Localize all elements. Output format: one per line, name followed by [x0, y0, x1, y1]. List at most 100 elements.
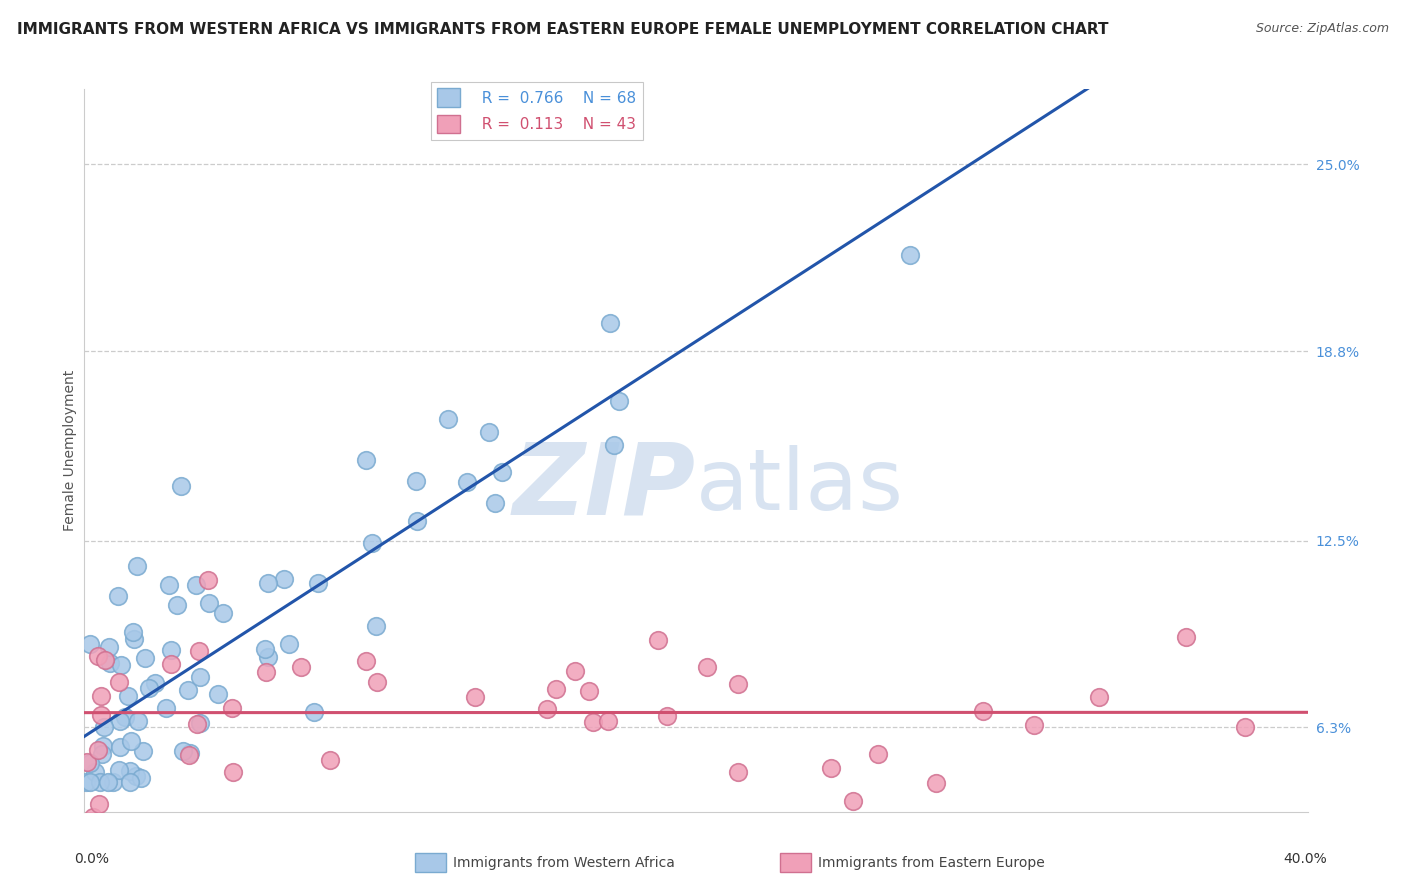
Point — [596, 714, 619, 729]
Point — [129, 771, 152, 785]
Point — [898, 248, 921, 262]
Point — [76, 756, 98, 770]
Point — [94, 652, 117, 666]
Point — [160, 643, 183, 657]
Point — [603, 438, 626, 452]
Point — [820, 761, 842, 775]
Point — [187, 644, 209, 658]
Point — [120, 764, 142, 778]
Point — [101, 774, 124, 789]
Point — [155, 701, 177, 715]
Point — [107, 589, 129, 603]
Point — [318, 753, 340, 767]
Text: Immigrants from Eastern Europe: Immigrants from Eastern Europe — [818, 855, 1045, 870]
Text: ZIP: ZIP — [513, 438, 696, 535]
Point — [256, 649, 278, 664]
Point — [89, 774, 111, 789]
Point — [82, 810, 104, 824]
Point — [122, 632, 145, 646]
Point — [307, 576, 329, 591]
Point — [254, 665, 277, 679]
Text: Immigrants from Western Africa: Immigrants from Western Africa — [453, 855, 675, 870]
Point — [170, 479, 193, 493]
Point — [366, 618, 388, 632]
Point — [599, 316, 621, 330]
Point — [354, 654, 377, 668]
Point — [79, 756, 101, 771]
Point — [1022, 718, 1045, 732]
Point — [290, 660, 312, 674]
Point — [647, 633, 669, 648]
Point — [172, 744, 194, 758]
Point — [120, 734, 142, 748]
Point — [75, 774, 97, 789]
Point — [842, 794, 865, 808]
Point — [125, 769, 148, 783]
Point — [108, 764, 131, 778]
Point — [114, 709, 136, 723]
Point — [360, 536, 382, 550]
Point — [121, 624, 143, 639]
Point — [87, 649, 110, 664]
Point — [302, 705, 325, 719]
Point — [160, 657, 183, 671]
Point — [456, 475, 478, 489]
Point — [727, 765, 749, 780]
Point — [79, 637, 101, 651]
Point — [190, 715, 212, 730]
Point — [98, 640, 121, 654]
Point — [79, 814, 101, 828]
Point — [478, 425, 501, 439]
Point — [405, 514, 427, 528]
Point — [84, 764, 107, 779]
Point — [207, 687, 229, 701]
Point — [110, 658, 132, 673]
Point — [696, 660, 718, 674]
Point — [98, 657, 121, 671]
Point — [176, 683, 198, 698]
Point — [157, 578, 180, 592]
Point — [108, 714, 131, 728]
Point — [198, 596, 221, 610]
Y-axis label: Female Unemployment: Female Unemployment — [63, 370, 77, 531]
Point — [97, 774, 120, 789]
Point — [1233, 720, 1256, 734]
Point — [90, 747, 112, 761]
Text: IMMIGRANTS FROM WESTERN AFRICA VS IMMIGRANTS FROM EASTERN EUROPE FEMALE UNEMPLOY: IMMIGRANTS FROM WESTERN AFRICA VS IMMIGR… — [17, 22, 1108, 37]
Point — [90, 708, 112, 723]
Point — [607, 394, 630, 409]
Point — [582, 714, 605, 729]
Point — [536, 702, 558, 716]
Point — [278, 637, 301, 651]
Point — [138, 681, 160, 695]
Point — [972, 704, 994, 718]
Point — [127, 714, 149, 728]
Point — [484, 496, 506, 510]
Text: 40.0%: 40.0% — [1282, 852, 1327, 866]
Point — [564, 664, 586, 678]
Text: atlas: atlas — [696, 445, 904, 528]
Point — [186, 578, 208, 592]
Point — [91, 739, 114, 754]
Point — [578, 684, 600, 698]
Legend:   R =  0.766    N = 68,   R =  0.113    N = 43: R = 0.766 N = 68, R = 0.113 N = 43 — [432, 82, 643, 139]
Point — [257, 576, 280, 591]
Point — [117, 689, 139, 703]
Point — [727, 677, 749, 691]
Point — [108, 674, 131, 689]
Point — [120, 774, 142, 789]
Point — [212, 606, 235, 620]
Point — [188, 670, 211, 684]
Point — [868, 747, 890, 761]
Point — [655, 708, 678, 723]
Point — [273, 572, 295, 586]
Point — [254, 642, 277, 657]
Point — [134, 651, 156, 665]
Point — [179, 746, 201, 760]
Point — [93, 720, 115, 734]
Point — [491, 465, 513, 479]
Point — [544, 681, 567, 696]
Point — [79, 774, 101, 789]
Point — [90, 689, 112, 703]
Point — [366, 675, 388, 690]
